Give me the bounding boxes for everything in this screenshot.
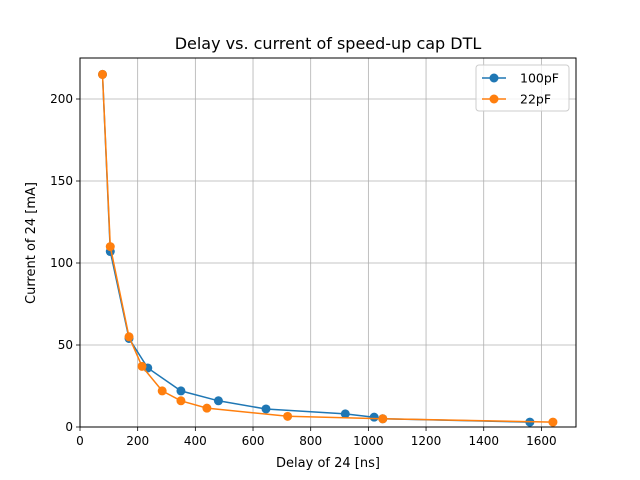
series-100pf xyxy=(97,69,535,427)
data-point-22pf xyxy=(124,332,134,342)
x-tick-label: 400 xyxy=(184,434,207,448)
legend-marker xyxy=(489,94,499,104)
data-point-100pf xyxy=(213,396,223,406)
plot-frame xyxy=(79,57,577,428)
y-tick-label: 50 xyxy=(58,338,73,352)
data-point-22pf xyxy=(97,69,107,79)
data-point-22pf xyxy=(137,361,147,371)
data-point-22pf xyxy=(202,403,212,413)
legend: 100pF 22pF xyxy=(475,64,570,112)
legend-item-22pf: 22pF xyxy=(482,92,551,107)
series-22pf xyxy=(97,69,558,427)
y-tick-label: 100 xyxy=(50,256,73,270)
legend-label: 22pF xyxy=(520,92,551,107)
series-line-22pf xyxy=(101,74,553,423)
x-tick-label: 1600 xyxy=(526,434,557,448)
x-tick-label: 600 xyxy=(242,434,265,448)
x-tick-label: 800 xyxy=(299,434,322,448)
legend-marker xyxy=(489,73,499,83)
data-point-22pf xyxy=(105,242,115,252)
x-tick-label: 1200 xyxy=(411,434,442,448)
x-tick-label: 1400 xyxy=(468,434,499,448)
data-point-100pf xyxy=(340,409,350,419)
x-tick-label: 1000 xyxy=(353,434,384,448)
data-point-100pf xyxy=(369,412,379,422)
data-point-100pf xyxy=(176,386,186,396)
data-point-22pf xyxy=(378,414,388,424)
data-point-22pf xyxy=(157,386,167,396)
data-point-22pf xyxy=(548,417,558,427)
y-tick-label: 150 xyxy=(50,174,73,188)
y-tick-label: 0 xyxy=(65,420,73,434)
legend-label: 100pF xyxy=(520,71,559,86)
chart-title: Delay vs. current of speed-up cap DTL xyxy=(175,34,482,53)
series-layer xyxy=(97,69,558,427)
x-axis-label: Delay of 24 [ns] xyxy=(276,456,380,471)
grid xyxy=(79,58,576,428)
data-point-100pf xyxy=(261,404,271,414)
x-tick-label: 200 xyxy=(126,434,149,448)
axis-ticks: 0 200 400 600 800 1000 1200 1400 1600 0 50 100 150 20… xyxy=(50,92,557,448)
data-point-22pf xyxy=(176,396,186,406)
series-line-100pf xyxy=(101,74,530,423)
legend-item-100pf: 100pF xyxy=(482,71,559,86)
y-tick-label: 200 xyxy=(50,92,73,106)
data-point-22pf xyxy=(283,411,293,421)
y-axis-label: Current of 24 [mA] xyxy=(24,182,39,304)
x-tick-label: 0 xyxy=(76,434,84,448)
